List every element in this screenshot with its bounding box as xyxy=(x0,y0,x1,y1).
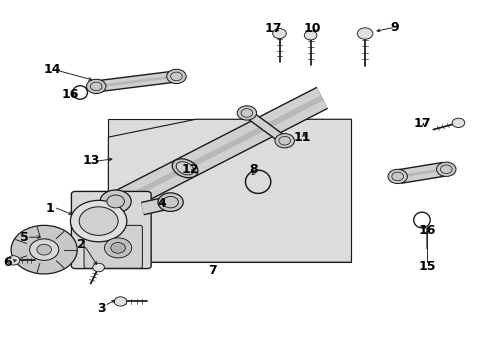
Circle shape xyxy=(114,297,126,306)
Circle shape xyxy=(170,72,182,81)
Text: 17: 17 xyxy=(264,22,282,35)
Text: 10: 10 xyxy=(303,22,321,35)
Circle shape xyxy=(79,207,118,235)
Circle shape xyxy=(237,106,256,120)
Bar xyxy=(108,119,351,262)
Ellipse shape xyxy=(176,162,194,175)
Circle shape xyxy=(436,162,455,176)
Polygon shape xyxy=(96,84,101,88)
Text: 4: 4 xyxy=(157,197,166,210)
Circle shape xyxy=(274,134,294,148)
Circle shape xyxy=(100,190,131,213)
FancyBboxPatch shape xyxy=(84,225,142,268)
Text: 12: 12 xyxy=(181,163,199,176)
Text: 13: 13 xyxy=(82,154,100,167)
Circle shape xyxy=(7,256,20,265)
Circle shape xyxy=(440,165,451,174)
Circle shape xyxy=(387,169,407,184)
Text: 11: 11 xyxy=(292,131,310,144)
Circle shape xyxy=(304,31,316,40)
Text: 17: 17 xyxy=(412,117,430,130)
Circle shape xyxy=(104,238,131,258)
Polygon shape xyxy=(108,119,351,262)
Circle shape xyxy=(111,243,125,253)
Text: 1: 1 xyxy=(45,202,54,215)
Circle shape xyxy=(158,193,183,211)
Text: 15: 15 xyxy=(417,260,435,273)
Circle shape xyxy=(90,82,102,91)
Circle shape xyxy=(37,244,51,255)
Circle shape xyxy=(166,69,186,84)
Circle shape xyxy=(278,136,290,145)
Circle shape xyxy=(451,118,464,127)
Circle shape xyxy=(11,225,77,274)
Ellipse shape xyxy=(172,159,198,178)
Circle shape xyxy=(391,172,403,181)
Text: 14: 14 xyxy=(43,63,61,76)
Text: 7: 7 xyxy=(208,264,217,276)
Circle shape xyxy=(86,79,106,94)
Text: 6: 6 xyxy=(3,256,12,269)
Circle shape xyxy=(272,28,286,39)
FancyBboxPatch shape xyxy=(71,192,151,269)
Circle shape xyxy=(30,239,59,260)
Text: 8: 8 xyxy=(248,163,257,176)
Text: 9: 9 xyxy=(389,21,398,33)
Circle shape xyxy=(241,109,252,117)
Circle shape xyxy=(70,201,126,242)
Circle shape xyxy=(357,28,372,39)
Circle shape xyxy=(107,195,124,208)
Circle shape xyxy=(163,197,178,208)
Text: 2: 2 xyxy=(77,238,86,251)
Text: 16: 16 xyxy=(61,89,79,102)
Text: 16: 16 xyxy=(417,224,435,237)
Circle shape xyxy=(93,263,104,272)
Text: 3: 3 xyxy=(97,302,105,315)
Text: 5: 5 xyxy=(20,231,29,244)
